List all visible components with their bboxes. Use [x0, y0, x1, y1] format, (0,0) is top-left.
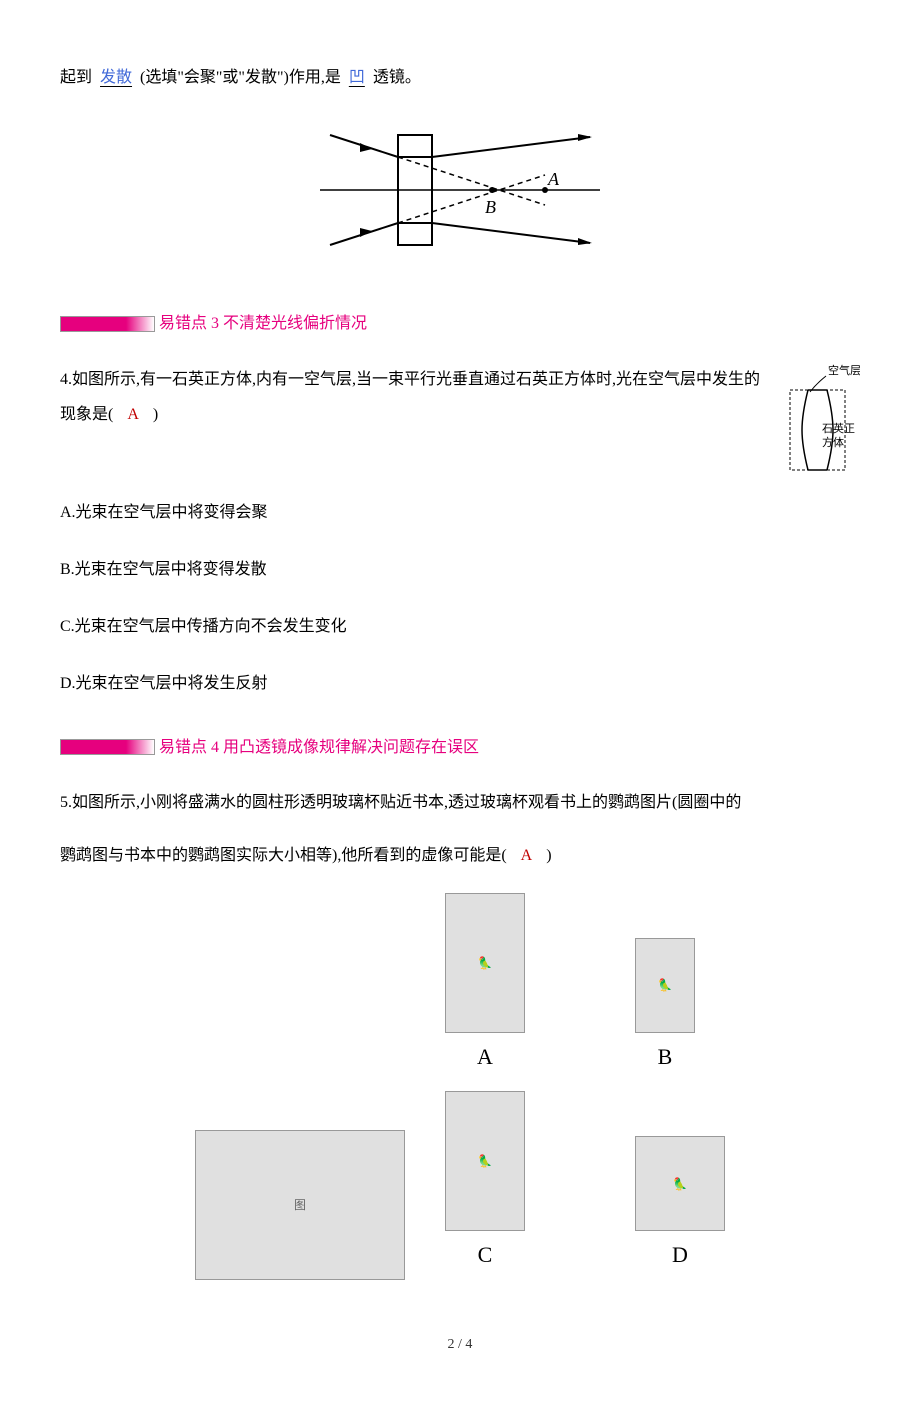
- air-layer-label: 空气层: [828, 363, 860, 377]
- section-4-title: 易错点 4 用凸透镜成像规律解决问题存在误区: [159, 730, 479, 765]
- label-b: B: [635, 1033, 695, 1081]
- q4-side-figure: 空气层 石英正 方体: [780, 362, 860, 495]
- lens-diagram: A B: [60, 115, 860, 278]
- q4-option-d: D.光束在空气层中将发生反射: [60, 666, 860, 701]
- intro-paragraph: 起到发散(选填"会聚"或"发散")作用,是凹透镜。: [60, 60, 860, 95]
- q5-main-figure: 图: [195, 1130, 405, 1280]
- gradient-bar-icon: [60, 739, 155, 755]
- q4-option-a: A.光束在空气层中将变得会聚: [60, 495, 860, 530]
- label-c: C: [445, 1231, 525, 1279]
- label-a: A: [445, 1033, 525, 1081]
- label-d: D: [635, 1231, 725, 1279]
- intro-mid: (选填"会聚"或"发散")作用,是: [140, 69, 341, 86]
- q5-line2: 鹦鹉图与书本中的鹦鹉图实际大小相等),他所看到的虚像可能是( A ): [60, 838, 860, 873]
- page-footer: 2 / 4: [60, 1330, 860, 1361]
- parrot-b-image: 🦜: [635, 938, 695, 1033]
- question-4: 4.如图所示,有一石英正方体,内有一空气层,当一束平行光垂直通过石英正方体时,光…: [60, 362, 860, 495]
- blank-2: 凹: [341, 69, 373, 86]
- q4-option-b: B.光束在空气层中将变得发散: [60, 552, 860, 587]
- q4-option-c: C.光束在空气层中传播方向不会发生变化: [60, 609, 860, 644]
- q4-answer: A: [117, 406, 149, 423]
- intro-prefix: 起到: [60, 69, 92, 86]
- parrot-a-image: 🦜: [445, 893, 525, 1033]
- blank-1: 发散: [92, 69, 140, 86]
- section-3-title: 易错点 3 不清楚光线偏折情况: [159, 306, 367, 341]
- q5-close: ): [546, 847, 551, 864]
- q4-text: 4.如图所示,有一石英正方体,内有一空气层,当一束平行光垂直通过石英正方体时,光…: [60, 371, 760, 423]
- section-4-header: 易错点 4 用凸透镜成像规律解决问题存在误区: [60, 730, 860, 765]
- section-3-header: 易错点 3 不清楚光线偏折情况: [60, 306, 860, 341]
- q5-line2-prefix: 鹦鹉图与书本中的鹦鹉图实际大小相等),他所看到的虚像可能是(: [60, 847, 507, 864]
- q5-line1: 5.如图所示,小刚将盛满水的圆柱形透明玻璃杯贴近书本,透过玻璃杯观看书上的鹦鹉图…: [60, 785, 860, 820]
- q4-options: A.光束在空气层中将变得会聚 B.光束在空气层中将变得发散 C.光束在空气层中传…: [60, 495, 860, 702]
- point-b-label: B: [485, 197, 496, 217]
- parrot-d-image: 🦜: [635, 1136, 725, 1231]
- parrot-c-image: 🦜: [445, 1091, 525, 1231]
- q4-close: ): [153, 406, 158, 423]
- quartz-label-2: 方体: [822, 435, 844, 449]
- intro-suffix: 透镜。: [373, 69, 421, 86]
- q5-figure-row: 图 🦜 A 🦜 B 🦜 C 🦜 D: [60, 893, 860, 1280]
- boy-reading-image: 图: [195, 1130, 405, 1280]
- point-a-label: A: [547, 169, 560, 189]
- gradient-bar-icon: [60, 316, 155, 332]
- quartz-label-1: 石英正: [822, 421, 855, 435]
- q5-answer: A: [511, 847, 543, 864]
